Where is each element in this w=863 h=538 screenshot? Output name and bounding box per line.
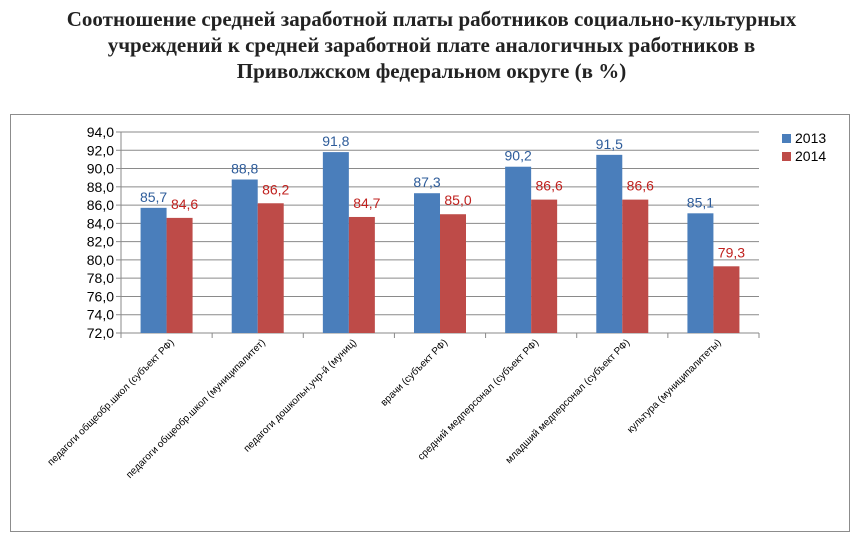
y-tick-label: 80,0 xyxy=(87,252,114,268)
data-label-2014: 79,3 xyxy=(718,244,745,260)
legend-label-2014: 2014 xyxy=(795,148,826,164)
y-tick-label: 86,0 xyxy=(87,197,114,213)
bar-2014 xyxy=(257,203,284,333)
data-label-2013: 88,8 xyxy=(231,161,258,177)
data-label-2014: 84,6 xyxy=(171,196,198,212)
bar-2014 xyxy=(348,216,375,333)
bar-2014 xyxy=(440,214,466,333)
bar-chart: 72,0 74,0 76,0 78,0 80,0 82,0 84,0 86,0 88,0 90,0… xyxy=(45,124,826,481)
y-tick-label: 84,0 xyxy=(87,215,114,231)
x-category-label: педагоги дошкольн.учр-й (муниц) xyxy=(242,337,359,454)
data-label-2014: 86,2 xyxy=(262,181,289,197)
bar-2013 xyxy=(596,154,623,333)
legend-swatch-2014 xyxy=(782,152,791,161)
bar-2013 xyxy=(505,166,532,333)
data-label-2013: 90,2 xyxy=(505,148,532,164)
bar-2013 xyxy=(231,179,258,333)
bar-2013 xyxy=(687,213,714,333)
bar-2014 xyxy=(531,199,558,333)
data-labels: 85,7 84,688,886,291,884,787,385,090,286,6… xyxy=(140,133,745,260)
chart-title-line-2: учреждений к средней заработной плате ан… xyxy=(107,33,756,57)
y-tick-label: 82,0 xyxy=(87,234,114,250)
legend-swatch-2013 xyxy=(782,134,791,143)
legend-label-2013: 2013 xyxy=(795,130,826,146)
y-tick-label: 76,0 xyxy=(87,288,114,304)
chart-title: Соотношение средней заработной платы раб… xyxy=(0,6,863,84)
bar-2013 xyxy=(140,207,167,333)
data-label-2013: 87,3 xyxy=(413,174,440,190)
data-label-2014: 86,6 xyxy=(536,178,563,194)
y-tick-label: 74,0 xyxy=(87,307,114,323)
data-label-2013: 85,7 xyxy=(140,189,167,205)
y-axis-tick-labels: 72,0 74,0 76,0 78,0 80,0 82,0 84,0 86,0 88,0 90,0… xyxy=(87,124,114,341)
data-label-2013: 85,1 xyxy=(687,194,714,210)
y-tick-label: 78,0 xyxy=(87,270,114,286)
bar-2013 xyxy=(322,152,349,333)
data-label-2014: 85,0 xyxy=(444,192,471,208)
y-tick-label: 90,0 xyxy=(87,161,114,177)
bar-2014 xyxy=(166,217,193,333)
x-category-label: культура (муниципалитеты) xyxy=(625,337,723,435)
bars xyxy=(140,152,740,333)
chart-title-line-1: Соотношение средней заработной платы раб… xyxy=(66,7,797,31)
bar-2014 xyxy=(622,199,649,333)
bar-2014 xyxy=(713,266,740,333)
y-tick-label: 88,0 xyxy=(87,179,114,195)
bar-2013 xyxy=(414,193,440,333)
legend: 2013 2014 xyxy=(782,130,826,164)
x-category-label: врачи (субъект РФ) xyxy=(378,337,450,409)
data-label-2013: 91,8 xyxy=(322,133,349,149)
y-tick-label: 92,0 xyxy=(87,142,114,158)
y-tick-label: 94,0 xyxy=(87,124,114,140)
chart-title-line-3: Приволжском федеральном округе (в %) xyxy=(236,59,627,83)
x-axis-category-labels: педагоги общеобр.школ (субъект РФ)педаго… xyxy=(45,337,724,481)
data-label-2014: 84,7 xyxy=(353,195,380,211)
x-category-label: педагоги общеобр.школ (муниципалитет) xyxy=(124,337,268,481)
y-tick-label: 72,0 xyxy=(87,325,114,341)
data-label-2013: 91,5 xyxy=(596,136,623,152)
chart-area: 72,0 74,0 76,0 78,0 80,0 82,0 84,0 86,0 88,0 90,0… xyxy=(10,114,850,532)
data-label-2014: 86,6 xyxy=(627,178,654,194)
